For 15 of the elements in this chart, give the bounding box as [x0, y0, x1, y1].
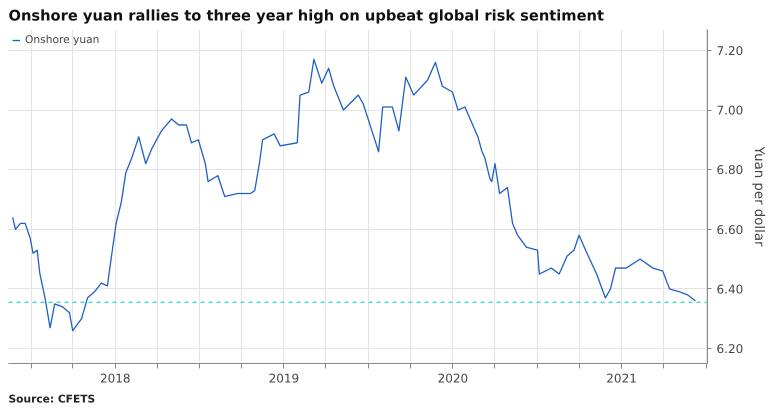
- source-note: Source: CFETS: [8, 392, 96, 406]
- y-axis-title: Yuan per dollar: [751, 146, 766, 247]
- x-tick-label: 2020: [438, 372, 468, 386]
- x-tick-label: 2021: [606, 372, 637, 386]
- y-tick-label: 7.20: [716, 44, 744, 58]
- y-tick-label: 7.00: [716, 104, 744, 118]
- x-tick-label: 2018: [100, 372, 130, 386]
- y-tick-label: 6.60: [716, 222, 744, 237]
- y-tick-label: 6.20: [716, 342, 744, 356]
- legend-label: Onshore yuan: [25, 33, 100, 46]
- chart-title: Onshore yuan rallies to three year high on upbeat global risk sentiment: [8, 8, 604, 24]
- y-tick-label: 6.40: [716, 282, 744, 296]
- x-tick-label: 2019: [268, 372, 300, 386]
- y-tick-label: 6.80: [716, 163, 744, 178]
- line-series: [12, 58, 696, 332]
